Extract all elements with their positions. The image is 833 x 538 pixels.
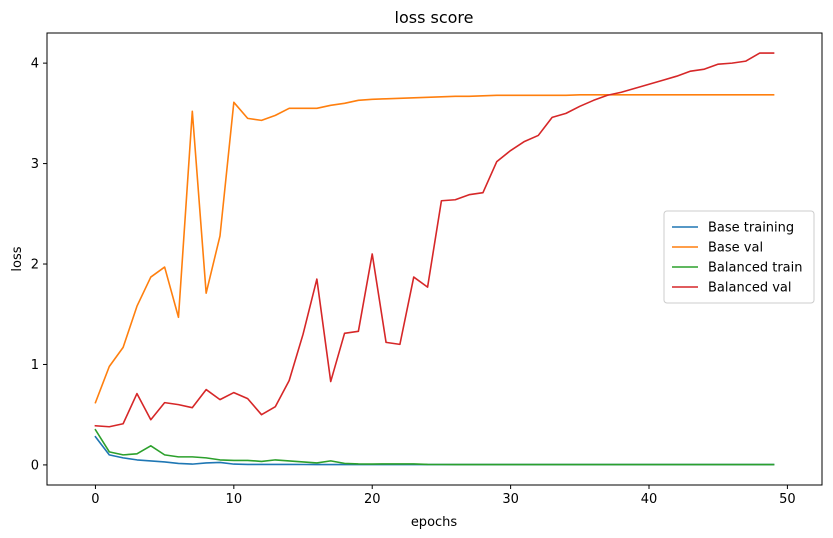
- chart-title: loss score: [395, 8, 474, 27]
- series-line-3: [94, 52, 775, 428]
- legend: Base training Base val Balanced train Balan…: [663, 210, 815, 304]
- legend-label-0: Base training: [708, 221, 794, 236]
- legend-label-2: Balanced train: [708, 261, 803, 276]
- legend-label-1: Base val: [708, 241, 763, 256]
- y-tick-label-3: 3: [31, 157, 39, 172]
- y-axis-title: loss: [10, 246, 25, 271]
- y-tick-label-4: 4: [31, 57, 39, 72]
- x-tick-label-4: 40: [641, 492, 658, 507]
- y-tick-label-0: 0: [31, 458, 39, 473]
- x-tick-label-2: 20: [364, 492, 381, 507]
- legend-box: [663, 210, 815, 304]
- x-axis: 0 10 20 30 40 50: [91, 485, 796, 507]
- x-tick-label-1: 10: [226, 492, 243, 507]
- series-layer: [94, 52, 775, 466]
- x-tick-label-3: 30: [502, 492, 519, 507]
- series-line-1: [94, 93, 775, 404]
- y-axis: 0 1 2 3 4: [31, 57, 47, 473]
- x-tick-label-5: 50: [779, 492, 796, 507]
- legend-label-3: Balanced val: [708, 281, 792, 296]
- y-tick-label-2: 2: [31, 258, 39, 273]
- plot-frame: [46, 32, 823, 486]
- x-axis-title: epochs: [411, 515, 458, 530]
- x-tick-label-0: 0: [91, 492, 99, 507]
- series-line-2: [94, 428, 775, 466]
- y-tick-label-1: 1: [31, 358, 39, 373]
